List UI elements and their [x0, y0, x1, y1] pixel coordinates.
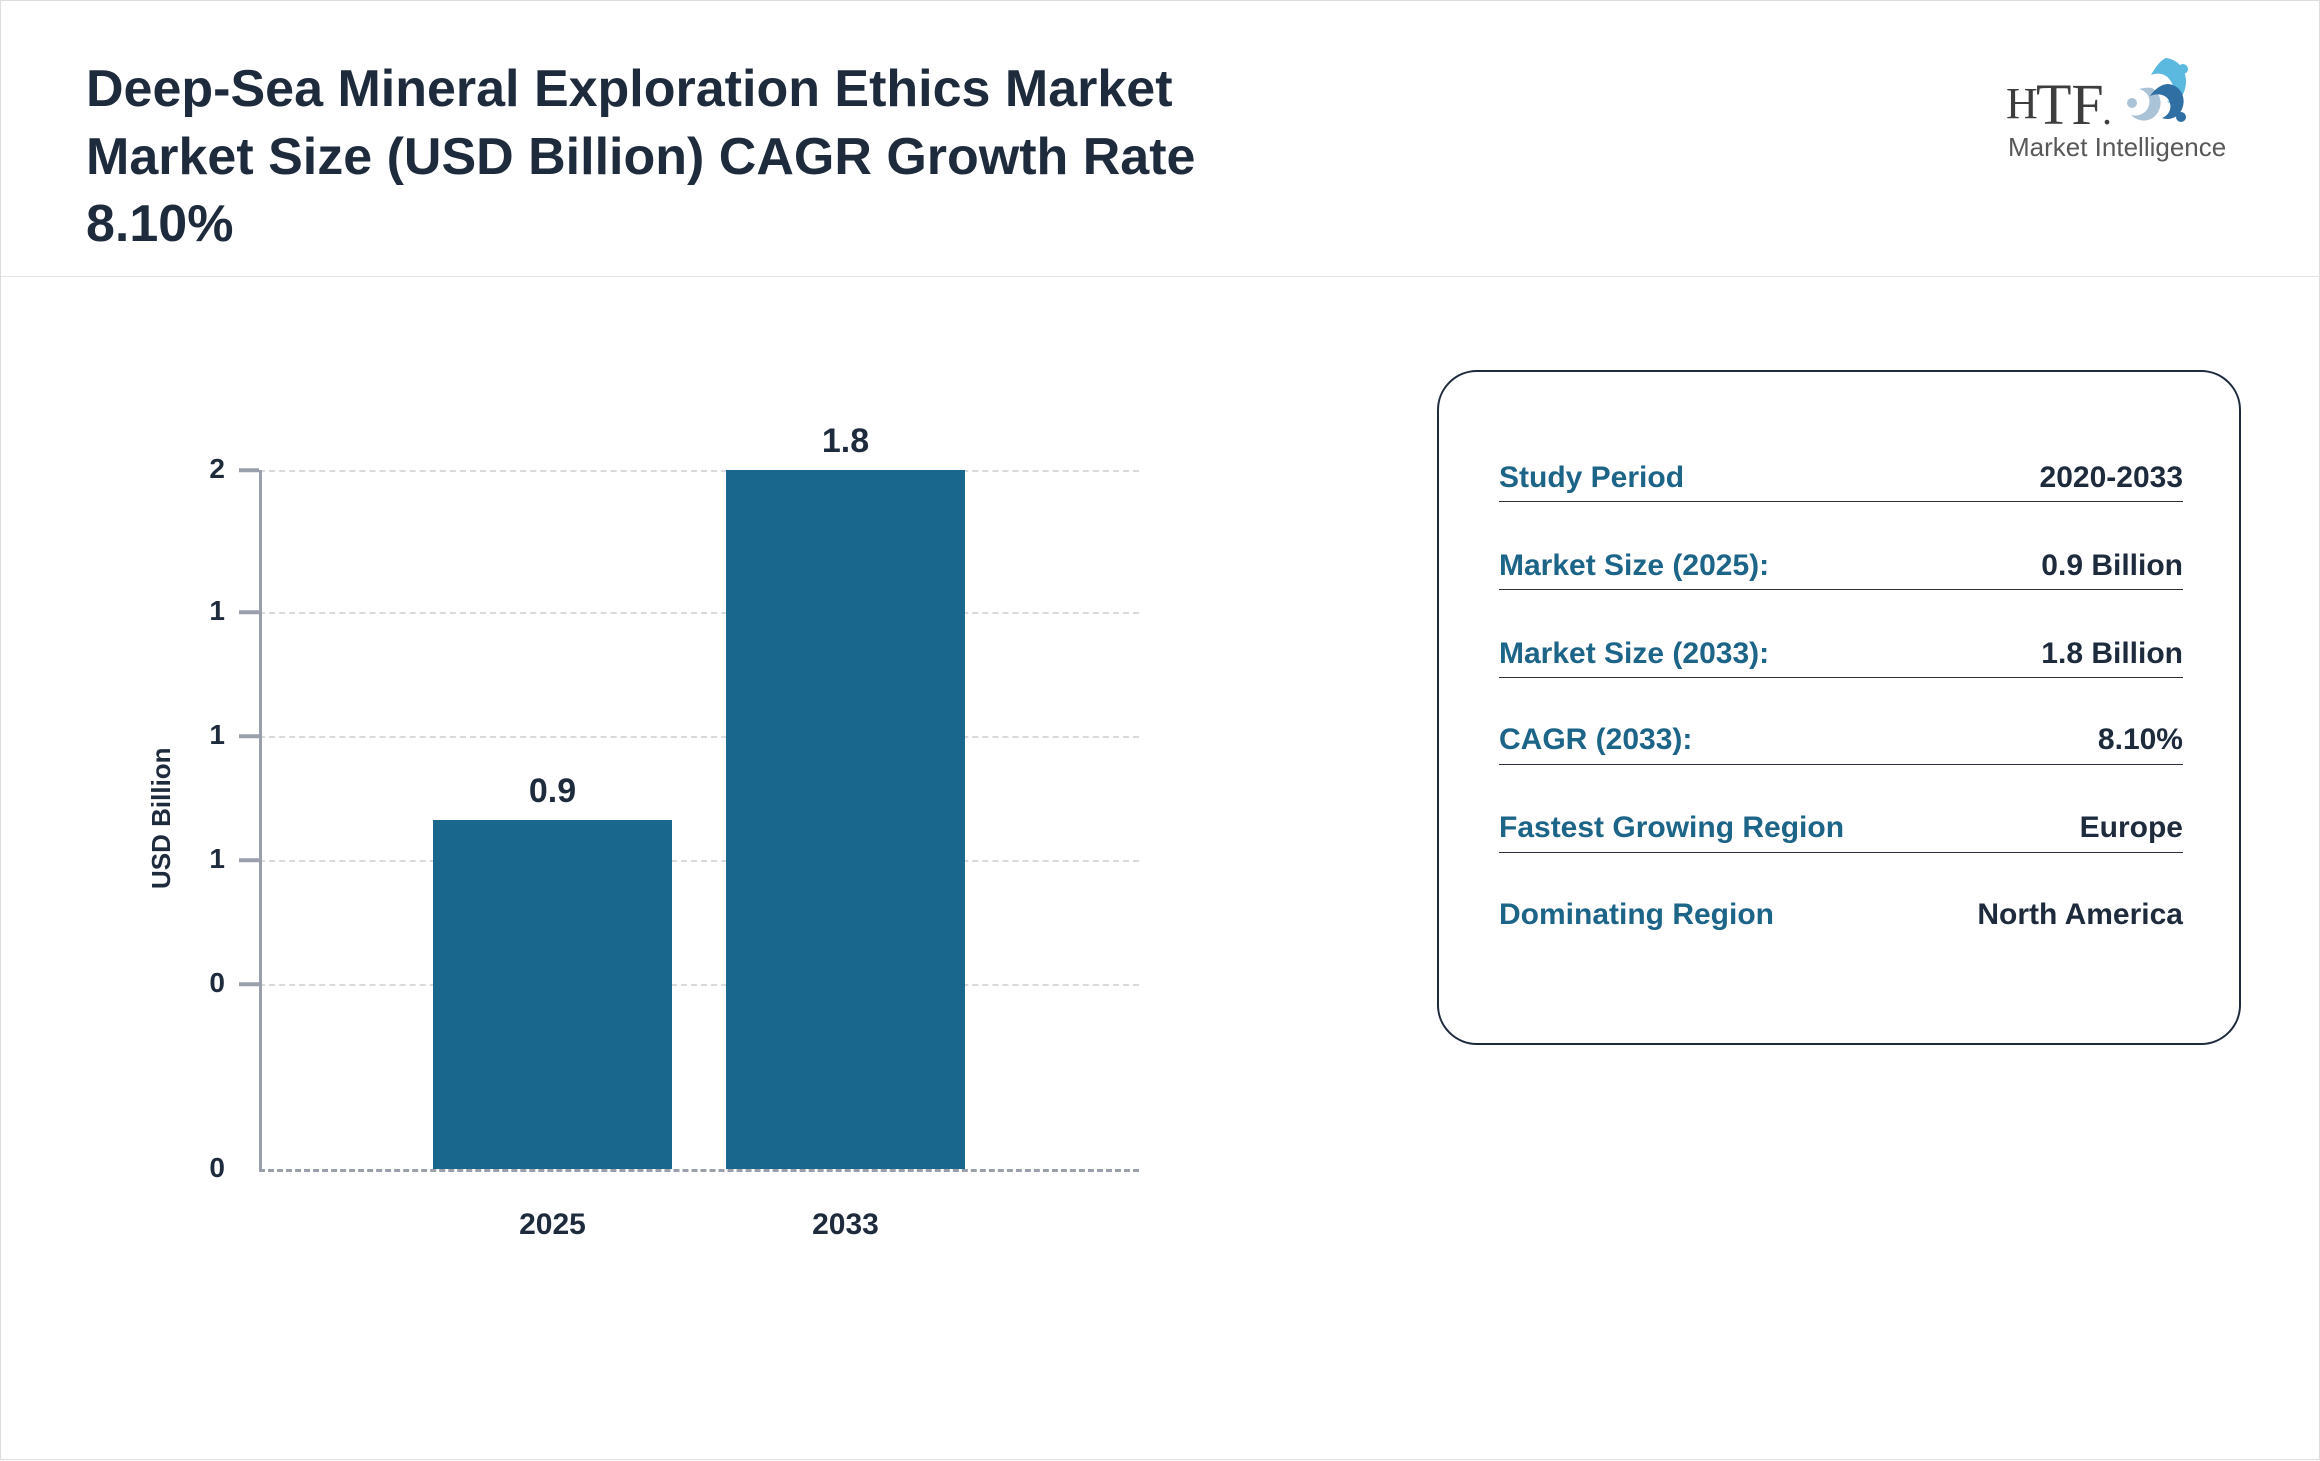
svg-text:.: .: [2102, 88, 2112, 133]
svg-text:TF: TF: [2036, 72, 2104, 137]
svg-text:Market Intelligence: Market Intelligence: [2008, 132, 2226, 162]
svg-text:H: H: [2006, 79, 2038, 128]
